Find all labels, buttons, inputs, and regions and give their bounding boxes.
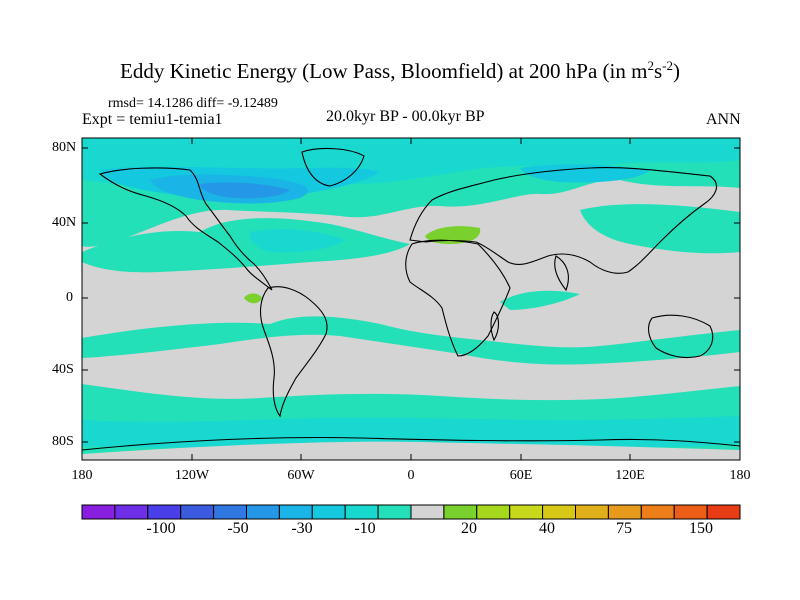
colorbar-box [640, 504, 675, 520]
north-america-coast [98, 167, 273, 291]
colorbar-box [344, 504, 379, 520]
colorbar-label: 75 [616, 520, 632, 537]
south-america-coast [259, 286, 328, 418]
antarctica-coast [82, 436, 740, 451]
lon-label-180w: 180 [71, 468, 93, 483]
season-label: ANN [706, 111, 741, 128]
colorbar-box [377, 504, 412, 520]
greenland-coast [301, 148, 365, 187]
eurasia-coast [409, 167, 718, 274]
colorbar [81, 504, 741, 520]
colorbar-box [673, 504, 708, 520]
madagascar-coast [490, 311, 500, 342]
indian-ocean-region [500, 290, 580, 310]
lon-label-120e: 120E [615, 468, 645, 483]
colorbar-label: -30 [291, 520, 313, 537]
colorbar-label: 20 [461, 520, 477, 537]
atlantic-midlat-dark [249, 229, 345, 253]
colorbar-box [180, 504, 215, 520]
coastlines [82, 148, 740, 451]
colorbar-box [81, 504, 116, 520]
stats-label: rmsd= 14.1286 diff= -9.12489 [108, 96, 278, 111]
colorbar-box [246, 504, 280, 520]
siberia-dark [520, 164, 650, 183]
colorbar-box [213, 504, 248, 520]
mediterranean-positive [425, 226, 481, 244]
colorbar-label: -50 [227, 520, 249, 537]
lon-label-180e: 180 [729, 468, 751, 483]
colorbar-label: -10 [354, 520, 376, 537]
lat-label-40s: 40S [52, 362, 74, 377]
map-panel [82, 138, 740, 460]
colorbar-box [443, 504, 478, 520]
lat-label-80n: 80N [52, 140, 77, 155]
axis-ticks [82, 138, 740, 460]
india-coast [554, 255, 569, 292]
colorbar-label: 40 [539, 520, 555, 537]
lon-label-120w: 120W [174, 468, 210, 483]
colorbar-box [607, 504, 642, 520]
colorbar-box [706, 504, 741, 520]
antarctic-grey [82, 441, 740, 460]
experiment-label: Expt = temiu1-temia1 [82, 111, 223, 128]
east-asia-region [580, 204, 740, 254]
colorbar-box [575, 504, 609, 520]
africa-coast [405, 239, 511, 357]
colorbar-box [509, 504, 544, 520]
south-pacific-band [82, 316, 740, 365]
colorbar-box [542, 504, 576, 520]
pacific-positive-spot [244, 293, 262, 304]
canada-darkest [200, 182, 290, 199]
lon-label-60w: 60W [287, 468, 315, 483]
australia-coast [647, 314, 714, 359]
lon-label-0: 0 [407, 468, 415, 483]
plot-title: Eddy Kinetic Energy (Low Pass, Bloomfiel… [120, 58, 680, 83]
lat-label-40n: 40N [52, 215, 77, 230]
colorbar-box [311, 504, 346, 520]
lon-label-60e: 60E [509, 468, 533, 483]
lat-label-0: 0 [66, 290, 73, 305]
colorbar-box [410, 504, 445, 520]
southern-ocean-dark [82, 416, 740, 448]
colorbar-label: 150 [689, 520, 713, 537]
lat-label-80s: 80S [52, 434, 74, 449]
atlantic-midlat-region [82, 218, 410, 273]
period-label: 20.0kyr BP - 00.0kyr BP [326, 108, 485, 125]
colorbar-box [114, 504, 149, 520]
colorbar-box [147, 504, 182, 520]
colorbar-box [278, 504, 313, 520]
colorbar-label: -100 [146, 520, 176, 537]
colorbar-box [476, 504, 511, 520]
